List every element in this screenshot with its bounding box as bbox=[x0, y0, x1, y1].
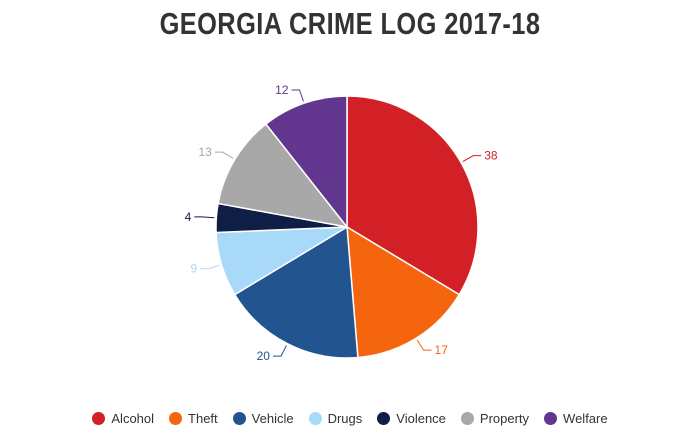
legend: Alcohol Theft Vehicle Drugs Violence Property… bbox=[0, 411, 700, 426]
legend-item-welfare: Welfare bbox=[544, 411, 608, 426]
value-label-alcohol: 38 bbox=[484, 149, 498, 163]
legend-item-theft: Theft bbox=[169, 411, 218, 426]
legend-label: Vehicle bbox=[251, 411, 294, 426]
chart-title: GEORGIA CRIME LOG 2017-18 bbox=[159, 6, 541, 41]
legend-swatch bbox=[377, 412, 391, 425]
legend-swatch bbox=[169, 412, 183, 425]
leader-line-welfare bbox=[291, 89, 304, 102]
pie-slice-alcohol bbox=[346, 95, 479, 296]
value-label-welfare: 12 bbox=[275, 83, 289, 97]
legend-swatch bbox=[232, 412, 246, 425]
pie-slice-theft bbox=[346, 225, 461, 359]
leader-line-property bbox=[214, 151, 234, 159]
legend-swatch bbox=[92, 412, 106, 425]
legend-item-drugs: Drugs bbox=[308, 411, 363, 426]
pie-slice-property bbox=[217, 123, 349, 229]
legend-label: Property bbox=[479, 411, 530, 426]
legend-label: Violence bbox=[396, 411, 446, 426]
legend-label: Welfare bbox=[563, 411, 608, 426]
legend-label: Drugs bbox=[327, 411, 363, 426]
value-label-property: 13 bbox=[198, 145, 212, 159]
pie-slice-welfare bbox=[264, 95, 348, 230]
legend-swatch bbox=[308, 412, 322, 425]
legend-item-vehicle: Vehicle bbox=[232, 411, 294, 426]
pie-slice-vehicle bbox=[233, 225, 359, 359]
legend-item-violence: Violence bbox=[377, 411, 446, 426]
leader-line-drugs bbox=[200, 264, 220, 270]
legend-swatch bbox=[460, 412, 474, 425]
value-label-drugs: 9 bbox=[190, 262, 197, 276]
legend-swatch bbox=[544, 412, 558, 425]
legend-label: Theft bbox=[188, 411, 218, 426]
leader-line-theft bbox=[416, 339, 432, 351]
leader-line-vehicle bbox=[272, 345, 287, 357]
legend-label: Alcohol bbox=[111, 411, 155, 426]
legend-item-property: Property bbox=[460, 411, 530, 426]
value-label-violence: 4 bbox=[185, 210, 192, 224]
leader-line-alcohol bbox=[462, 155, 482, 163]
value-label-vehicle: 20 bbox=[257, 349, 271, 363]
leader-line-violence bbox=[194, 216, 215, 219]
legend-item-alcohol: Alcohol bbox=[92, 411, 154, 426]
value-label-theft: 17 bbox=[435, 343, 449, 357]
